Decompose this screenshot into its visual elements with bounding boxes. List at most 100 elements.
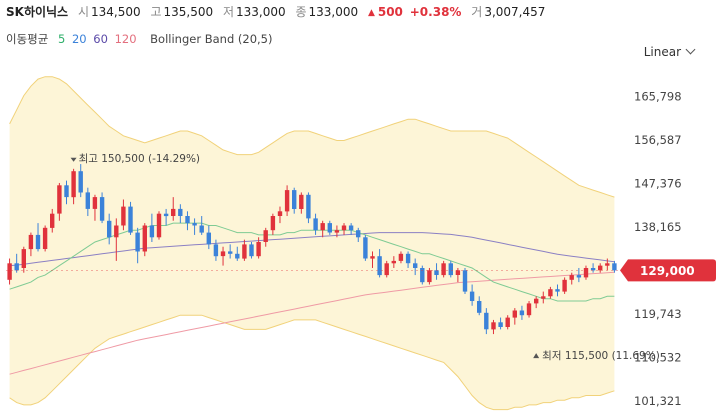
ma-label[interactable]: 이동평균 [6,32,49,46]
candle-body [249,244,254,257]
ma-period-5[interactable]: 5 [57,32,66,46]
candle [555,284,560,297]
volume-value: 3,007,457 [484,5,546,19]
candle-body [469,291,475,301]
candle [405,251,411,268]
candle-body [206,232,211,245]
candle-body [213,244,219,257]
indicator-legend: 이동평균 5 20 60 120 Bollinger Band (20,5) [6,31,276,47]
candle [171,197,176,221]
candle-body [405,253,411,264]
candle [398,251,404,264]
candle [434,263,439,280]
candle-body [99,197,105,221]
candle [598,263,603,273]
candle-body [28,234,34,250]
candle-body [242,244,247,259]
candle-body [569,275,574,280]
stock-name[interactable]: SK하이닉스 [6,5,69,19]
candle [99,192,105,224]
candle [21,246,26,273]
current-price-tag[interactable]: 129,000 [6,259,716,282]
low-label: 저 [222,5,234,19]
candle-body [576,275,582,278]
candle-body [505,317,510,327]
current-price-label: 129,000 [640,264,695,278]
candle-body [185,216,190,224]
candle [583,265,589,280]
candle [462,267,468,294]
candle [235,246,240,261]
ma-period-120[interactable]: 120 [114,32,137,46]
candle-body [434,270,439,275]
candle-body [320,223,325,231]
candle [213,239,219,261]
candle [7,258,12,285]
candle-body [220,251,226,257]
candle-body [384,263,389,276]
candle [505,315,510,330]
candle [256,237,261,259]
y-tick-label: 119,743 [634,307,682,321]
candle [206,225,211,250]
candle [313,213,318,235]
scale-selector[interactable]: Linear [644,44,696,59]
candle [306,192,311,224]
candle [334,225,340,238]
candle-body [548,289,553,297]
candle-body [327,223,332,233]
candle [128,201,133,235]
candle [199,216,204,235]
candle [149,213,155,242]
candle-body [363,237,368,259]
candle-body [477,301,482,313]
candle-body [121,206,126,226]
candle [135,227,140,264]
candle [50,208,55,233]
candle-body [85,192,90,209]
candle-body [142,225,147,252]
candle-body [341,225,347,231]
candle-body [491,322,496,330]
candle [498,317,503,330]
candle [562,277,567,294]
ma-period-20[interactable]: 20 [71,32,87,46]
bollinger-label[interactable]: Bollinger Band (20,5) [150,32,273,46]
candle [35,223,41,252]
high-annotation: 최고 150,500 (-14.29%) [79,153,200,165]
candle-body [107,220,112,238]
candle-body [263,230,268,242]
candle-body [391,260,396,264]
candle [612,260,617,273]
candle-body [50,213,55,228]
bollinger-fill [9,76,615,410]
close-value: 133,000 [308,5,359,19]
stock-header: SK하이닉스 시 134,500 고 135,500 저 133,000 종 133,0… [6,3,551,21]
candle-body [14,263,19,271]
candle-body [78,171,83,193]
candle-body [562,279,567,292]
candle [605,258,610,271]
candle [541,291,546,304]
candle-body [299,194,304,209]
candle-body [534,298,539,304]
candle-body [484,312,489,330]
annotations: 최고 150,500 (-14.29%) 최저 115,500 (11.69%) [70,153,660,362]
candle-body [292,190,297,209]
candle-body [590,268,596,271]
candle-body [178,208,183,216]
ma-period-60[interactable]: 60 [93,32,108,46]
candle [348,223,354,235]
open-value: 134,500 [90,5,141,19]
y-tick-label: 138,165 [634,220,682,234]
candle-body [420,268,425,283]
candle [327,220,332,235]
candle-body [284,190,290,212]
candle-body [306,194,311,219]
candle-body [398,253,404,261]
candle [142,223,147,257]
candle [277,206,283,224]
bollinger-upper-line [9,76,615,198]
candle-body [57,185,62,214]
